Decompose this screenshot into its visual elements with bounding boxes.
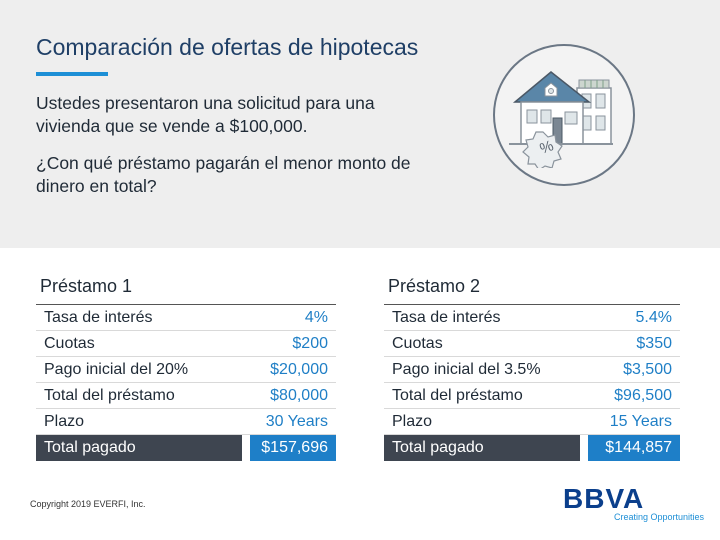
total-label-bg	[36, 435, 242, 461]
table-row: Pago inicial del 3.5% $3,500	[384, 357, 680, 383]
row-label: Cuotas	[392, 335, 443, 352]
table-row: Cuotas $200	[36, 331, 336, 357]
loan-1-table: Préstamo 1 Tasa de interés 4% Cuotas $200 …	[36, 276, 336, 461]
row-value: 15 Years	[609, 413, 672, 430]
row-value: $144,857	[605, 439, 672, 456]
row-label: Cuotas	[44, 335, 95, 352]
logo-text: BBVA	[563, 483, 645, 514]
bbva-logo: BBVA	[563, 483, 644, 515]
title-underline	[36, 72, 108, 76]
intro-text: Ustedes presentaron una solicitud para u…	[36, 93, 375, 136]
total-value-bg	[588, 435, 680, 461]
row-label: Total del préstamo	[392, 387, 523, 404]
loan-2-title: Préstamo 2	[388, 276, 481, 296]
total-value-bg	[250, 435, 336, 461]
row-value: $350	[636, 335, 672, 352]
row-value: $20,000	[270, 361, 328, 378]
row-value: 4%	[304, 309, 328, 326]
table-row: Plazo 30 Years	[36, 409, 336, 435]
total-row: Total pagado $157,696	[36, 435, 336, 461]
table-row: Total del préstamo $80,000	[36, 383, 336, 409]
divider	[384, 304, 680, 305]
table-row: Tasa de interés 4%	[36, 305, 336, 331]
table-row: Pago inicial del 20% $20,000	[36, 357, 336, 383]
divider	[36, 304, 336, 305]
slogan: Creating Opportunities	[614, 512, 705, 522]
question-text: ¿Con qué préstamo pagarán el menor monto…	[36, 153, 411, 196]
row-label: Pago inicial del 20%	[44, 361, 189, 378]
row-value: $3,500	[623, 361, 672, 378]
row-value: $200	[292, 335, 328, 352]
table-row: Total del préstamo $96,500	[384, 383, 680, 409]
total-label-bg	[384, 435, 580, 461]
row-value: $96,500	[614, 387, 672, 404]
table-row: Cuotas $350	[384, 331, 680, 357]
row-label: Total pagado	[392, 439, 484, 456]
table-row: Plazo 15 Years	[384, 409, 680, 435]
row-label: Plazo	[44, 413, 85, 430]
row-label: Tasa de interés	[392, 309, 501, 326]
loan-1-title: Préstamo 1	[40, 276, 133, 296]
loan-2-table: Préstamo 2 Tasa de interés 5.4% Cuotas $35…	[384, 276, 680, 461]
row-value: $80,000	[270, 387, 328, 404]
row-value: 5.4%	[635, 309, 672, 326]
row-label: Plazo	[392, 413, 433, 430]
table-row: Tasa de interés 5.4%	[384, 305, 680, 331]
house-icon	[509, 71, 613, 168]
row-label: Total pagado	[44, 439, 136, 456]
total-row: Total pagado $144,857	[384, 435, 680, 461]
row-label: Pago inicial del 3.5%	[392, 361, 541, 378]
row-label: Total del préstamo	[44, 387, 175, 404]
row-value: 30 Years	[265, 413, 328, 430]
row-value: $157,696	[261, 439, 328, 456]
copyright: Copyright 2019 EVERFI, Inc.	[30, 499, 146, 509]
row-label: Tasa de interés	[44, 309, 153, 326]
page-title: Comparación de ofertas de hipotecas	[36, 34, 419, 60]
